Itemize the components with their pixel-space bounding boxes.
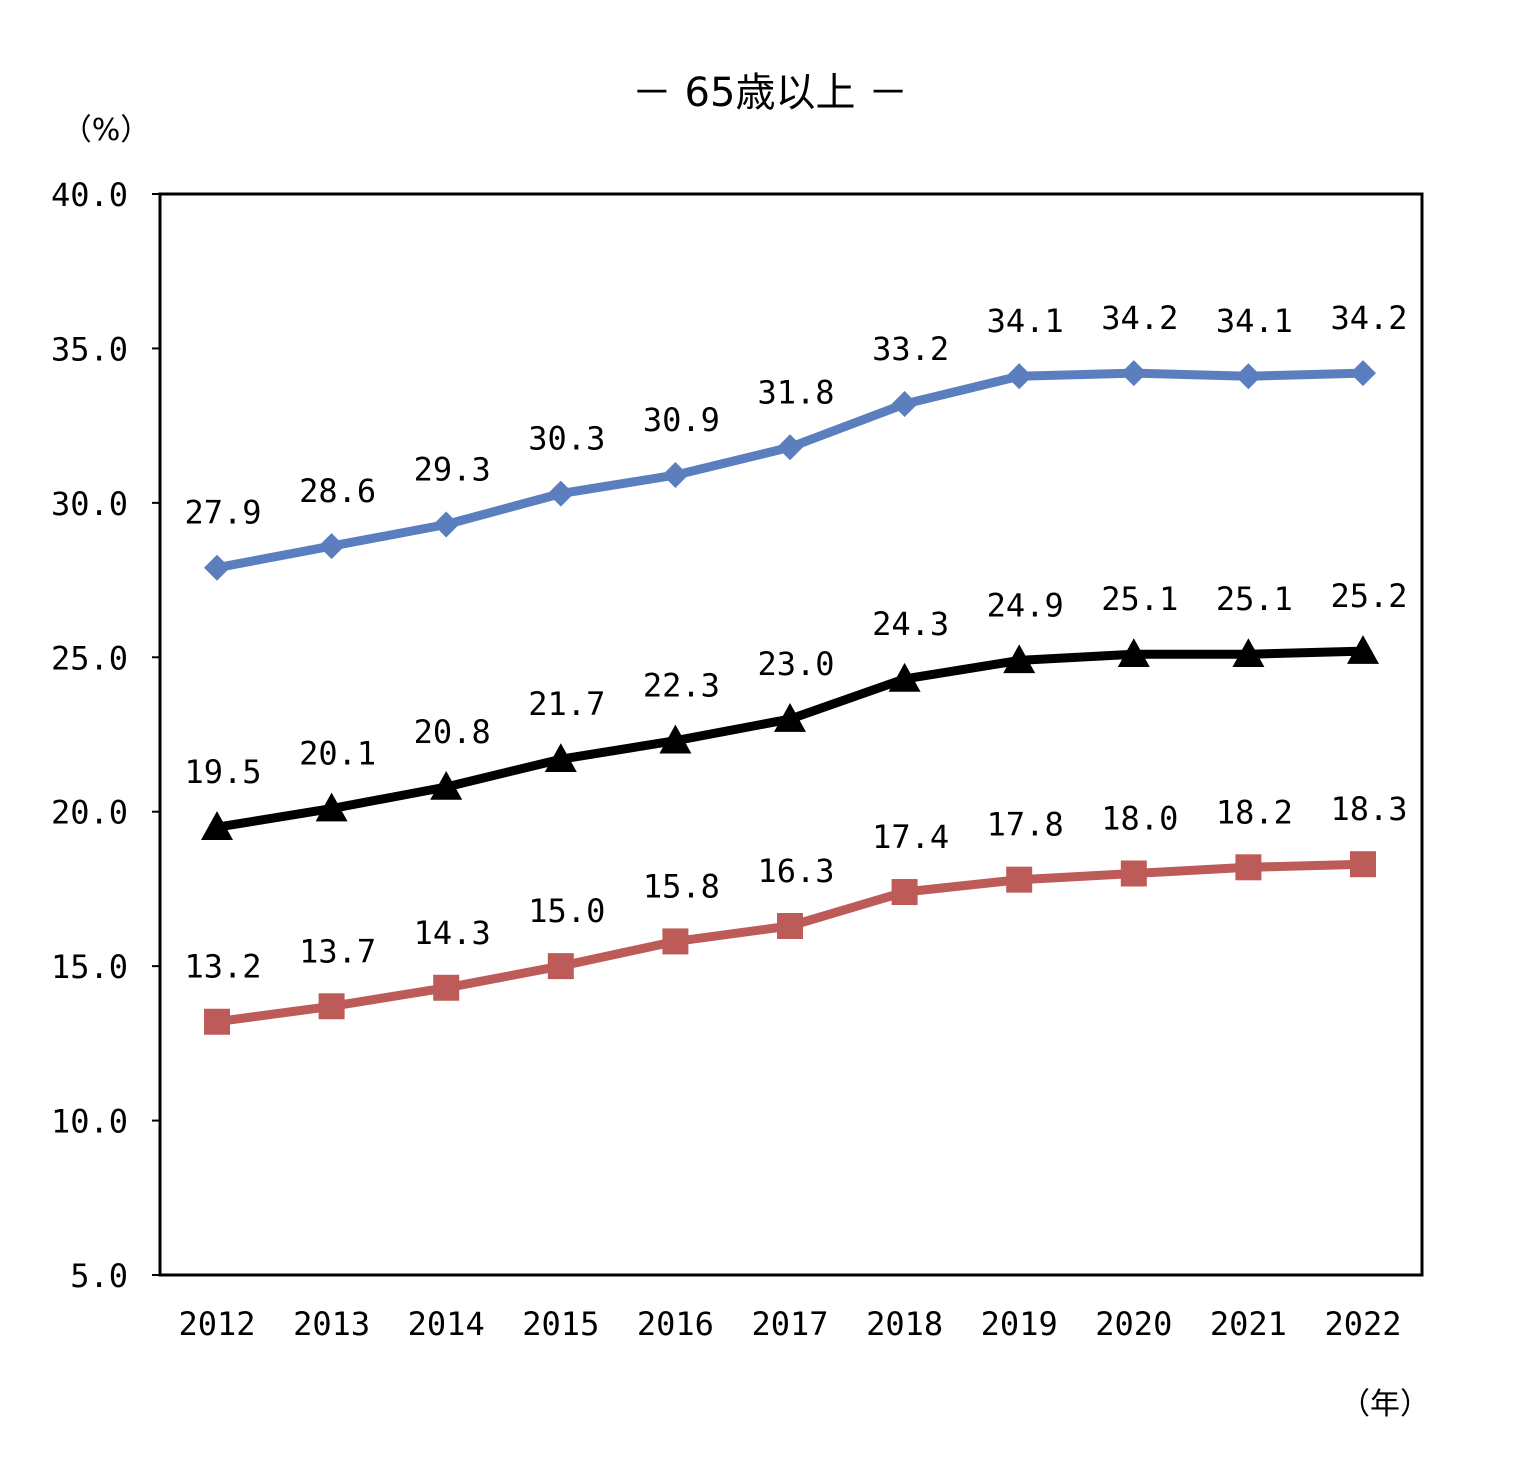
data-label: 25.1 — [1216, 580, 1293, 618]
square-marker — [891, 879, 918, 906]
y-axis-unit-label: （%） — [62, 113, 151, 148]
diamond-marker — [1006, 363, 1033, 390]
data-label-layer: 27.9 28.6 29.3 30.3 30.9 31.8 33.2 34.1 34.2 34.1… — [184, 299, 1407, 986]
data-label: 18.0 — [1101, 799, 1178, 837]
data-label: 15.8 — [643, 867, 720, 905]
diamond-marker — [547, 480, 574, 507]
y-tick-label: 5.0 — [70, 1257, 128, 1295]
data-label: 20.8 — [414, 713, 491, 751]
data-label: 28.6 — [299, 472, 376, 510]
square-marker — [1120, 860, 1147, 887]
triangle-marker — [1347, 635, 1379, 664]
data-label: 17.4 — [872, 818, 949, 856]
x-tick-label: 2015 — [522, 1305, 599, 1343]
data-label: 25.1 — [1101, 580, 1178, 618]
data-label: 25.2 — [1330, 577, 1407, 615]
data-label: 17.8 — [987, 806, 1064, 844]
triangle-marker — [1232, 638, 1265, 667]
data-label: 33.2 — [872, 330, 949, 368]
y-tick-label: 30.0 — [51, 485, 128, 523]
triangle-marker — [201, 811, 233, 840]
x-tick-label: 2020 — [1095, 1305, 1172, 1343]
data-label: 18.3 — [1330, 790, 1407, 828]
diamond-marker — [1120, 360, 1147, 387]
data-label: 30.3 — [528, 420, 605, 458]
data-label: 34.2 — [1101, 299, 1178, 337]
square-marker — [662, 928, 689, 955]
x-tick-label: 2014 — [408, 1305, 485, 1343]
square-marker — [204, 1008, 230, 1035]
x-tick-label: 2017 — [751, 1305, 828, 1343]
y-tick-label: 40.0 — [51, 176, 128, 214]
triangle-marker — [1003, 644, 1036, 674]
x-tick-label: 2022 — [1324, 1305, 1401, 1343]
y-tick-label: 10.0 — [51, 1103, 128, 1141]
square-marker — [777, 912, 803, 939]
data-label: 20.1 — [299, 735, 376, 773]
diamond-marker — [777, 434, 803, 461]
square-marker — [1235, 854, 1262, 881]
data-label: 29.3 — [414, 450, 491, 488]
triangle-marker — [888, 662, 921, 692]
data-label: 21.7 — [528, 685, 605, 723]
data-label: 34.1 — [987, 302, 1064, 340]
x-tick-label: 2013 — [293, 1305, 370, 1343]
square-marker — [1006, 866, 1033, 893]
diamond-marker — [433, 511, 460, 538]
y-tick-label: 35.0 — [51, 330, 128, 368]
data-label: 13.7 — [299, 932, 376, 970]
triangle-marker — [774, 703, 806, 732]
x-axis-unit-label: （年） — [1340, 1387, 1430, 1422]
triangle-marker — [1117, 638, 1150, 667]
x-tick-label: 2012 — [178, 1305, 255, 1343]
data-label: 23.0 — [757, 645, 834, 683]
square-marker — [433, 974, 460, 1001]
y-tick-label: 20.0 — [51, 794, 128, 832]
data-label: 15.0 — [528, 892, 605, 930]
x-tick-label: 2016 — [637, 1305, 714, 1343]
data-label: 34.2 — [1330, 299, 1407, 337]
x-tick-label: 2021 — [1210, 1305, 1287, 1343]
data-label: 27.9 — [184, 494, 261, 532]
diamond-marker — [204, 554, 230, 581]
y-axis: 40.0 35.0 30.0 25.0 20.0 15.0 10.0 5.0 — [51, 176, 160, 1295]
triangle-marker — [430, 771, 463, 800]
data-label: 18.2 — [1216, 793, 1293, 831]
data-label: 30.9 — [643, 401, 720, 439]
y-tick-label: 25.0 — [51, 639, 128, 677]
data-label: 34.1 — [1216, 302, 1293, 340]
data-label: 13.2 — [184, 948, 261, 986]
triangle-marker — [315, 792, 348, 822]
diamond-marker — [662, 462, 689, 489]
diamond-marker — [1235, 363, 1262, 390]
data-label: 19.5 — [184, 753, 261, 791]
square-marker — [318, 993, 345, 1020]
x-axis: 2012 2013 2014 2015 2016 2017 2018 2019 2020 2021… — [178, 1305, 1401, 1343]
x-tick-label: 2018 — [866, 1305, 943, 1343]
diamond-marker — [1350, 360, 1376, 387]
triangle-marker — [544, 743, 577, 773]
series-layer — [201, 360, 1379, 1035]
chart-title: － 65歳以上 － — [632, 70, 908, 116]
data-label: 31.8 — [757, 373, 834, 411]
plot-area-frame — [158, 192, 1424, 1277]
data-label: 14.3 — [414, 914, 491, 952]
diamond-marker — [318, 533, 345, 560]
square-marker — [547, 953, 574, 980]
y-tick-label: 15.0 — [51, 948, 128, 986]
triangle-marker — [659, 724, 692, 754]
square-marker — [1350, 851, 1376, 878]
data-label: 16.3 — [757, 852, 834, 890]
x-tick-label: 2019 — [981, 1305, 1058, 1343]
diamond-marker — [891, 391, 918, 418]
data-label: 24.3 — [872, 605, 949, 643]
data-label: 22.3 — [643, 667, 720, 705]
data-label: 24.9 — [987, 586, 1064, 624]
